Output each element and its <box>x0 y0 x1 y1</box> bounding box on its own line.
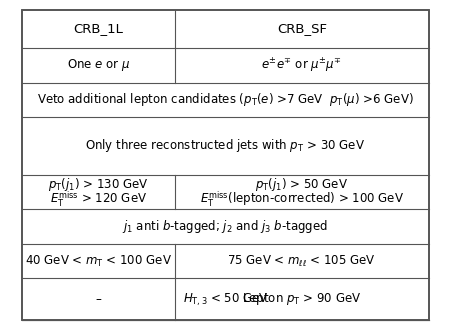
Text: –: – <box>96 293 101 306</box>
Text: $H_{\mathrm{T},3}$ < 50 GeV: $H_{\mathrm{T},3}$ < 50 GeV <box>183 291 268 308</box>
Text: $E_{\mathrm{T}}^{\mathrm{miss}}$ > 120 GeV: $E_{\mathrm{T}}^{\mathrm{miss}}$ > 120 G… <box>50 190 147 209</box>
Text: Veto additional lepton candidates ($p_{\mathrm{T}}(e)$ >7 GeV  $p_{\mathrm{T}}(\: Veto additional lepton candidates ($p_{\… <box>37 92 414 109</box>
Text: $j_1$ anti $b$-tagged; $j_2$ and $j_3$ $b$-tagged: $j_1$ anti $b$-tagged; $j_2$ and $j_3$ $… <box>123 218 328 235</box>
Text: 40 GeV < $m_{\mathrm{T}}$ < 100 GeV: 40 GeV < $m_{\mathrm{T}}$ < 100 GeV <box>25 253 172 268</box>
Text: $p_{\mathrm{T}}(j_1)$ > 50 GeV: $p_{\mathrm{T}}(j_1)$ > 50 GeV <box>255 176 348 193</box>
Text: Only three reconstructed jets with $p_{\mathrm{T}}$ > 30 GeV: Only three reconstructed jets with $p_{\… <box>85 137 366 154</box>
Text: $p_{\mathrm{T}}(j_1)$ > 130 GeV: $p_{\mathrm{T}}(j_1)$ > 130 GeV <box>48 176 149 193</box>
Text: $E_{\mathrm{T}}^{\mathrm{miss}}$(lepton-corrected) > 100 GeV: $E_{\mathrm{T}}^{\mathrm{miss}}$(lepton-… <box>200 190 404 209</box>
Text: Lepton $p_{\mathrm{T}}$ > 90 GeV: Lepton $p_{\mathrm{T}}$ > 90 GeV <box>242 291 361 307</box>
Text: CRB_SF: CRB_SF <box>277 23 327 36</box>
Text: CRB_1L: CRB_1L <box>74 23 123 36</box>
Text: 75 GeV < $m_{\ell\ell}$ < 105 GeV: 75 GeV < $m_{\ell\ell}$ < 105 GeV <box>227 253 376 268</box>
Text: $e^{\pm}e^{\mp}$ or $\mu^{\pm}\mu^{\mp}$: $e^{\pm}e^{\mp}$ or $\mu^{\pm}\mu^{\mp}$ <box>261 56 342 75</box>
Text: One $e$ or $\mu$: One $e$ or $\mu$ <box>67 58 130 74</box>
